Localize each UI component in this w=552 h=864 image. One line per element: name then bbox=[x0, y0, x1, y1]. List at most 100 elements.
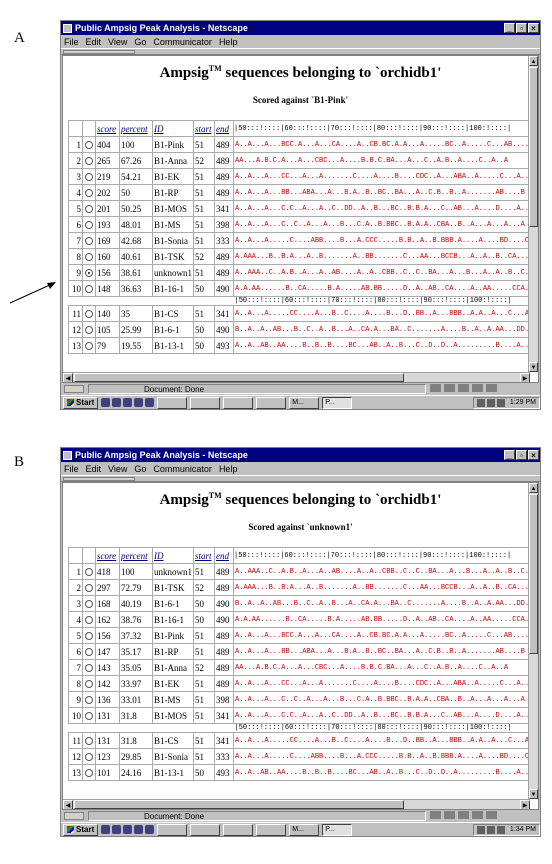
scroll-down-arrow-icon[interactable]: ▼ bbox=[529, 362, 538, 372]
close-button[interactable]: × bbox=[528, 23, 539, 33]
taskbar-blank-button[interactable] bbox=[157, 396, 188, 409]
scheduler-icon[interactable] bbox=[496, 825, 505, 834]
column-header-start[interactable]: start bbox=[193, 120, 215, 137]
column-header-score[interactable]: score bbox=[95, 120, 120, 137]
horizontal-scroll-thumb[interactable] bbox=[74, 800, 404, 809]
select-radio[interactable] bbox=[85, 769, 93, 778]
scroll-up-arrow-icon[interactable]: ▲ bbox=[529, 483, 538, 493]
horizontal-scrollbar[interactable]: ◀ ▶ bbox=[63, 372, 530, 382]
select-radio[interactable] bbox=[85, 205, 93, 214]
column-header-id[interactable]: ID bbox=[152, 120, 194, 137]
news-icon[interactable] bbox=[458, 811, 469, 819]
title-bar[interactable]: Public Ampsig Peak Analysis - Netscape _ ▫… bbox=[61, 448, 540, 462]
ie-icon[interactable] bbox=[101, 398, 111, 407]
column-header-start[interactable]: start bbox=[193, 547, 215, 564]
conference-icon[interactable] bbox=[486, 811, 497, 819]
scroll-left-arrow-icon[interactable]: ◀ bbox=[63, 373, 73, 382]
taskbar-blank-button[interactable] bbox=[256, 396, 287, 409]
scroll-down-arrow-icon[interactable]: ▼ bbox=[529, 789, 538, 799]
taskbar-button-m[interactable]: M... bbox=[289, 396, 320, 409]
horizontal-scrollbar[interactable]: ◀ ▶ bbox=[63, 799, 530, 809]
maximize-button[interactable]: ▫ bbox=[516, 450, 527, 460]
scroll-right-arrow-icon[interactable]: ▶ bbox=[520, 800, 530, 809]
column-header-percent[interactable]: percent bbox=[119, 120, 153, 137]
taskbar-blank-button[interactable] bbox=[157, 823, 188, 836]
vertical-scroll-thumb[interactable] bbox=[529, 494, 538, 654]
scroll-up-arrow-icon[interactable]: ▲ bbox=[529, 56, 538, 66]
taskbar-blank-button[interactable] bbox=[190, 396, 221, 409]
column-header-score[interactable]: score bbox=[95, 547, 120, 564]
channels-icon[interactable] bbox=[145, 398, 155, 407]
select-radio[interactable] bbox=[85, 285, 93, 294]
desktop-icon[interactable] bbox=[123, 398, 133, 407]
select-radio[interactable] bbox=[85, 253, 93, 262]
menu-edit[interactable]: Edit bbox=[85, 463, 102, 474]
select-radio[interactable] bbox=[85, 712, 93, 721]
select-radio[interactable] bbox=[85, 310, 93, 319]
menu-edit[interactable]: Edit bbox=[85, 36, 102, 47]
taskbar-blank-button[interactable] bbox=[256, 823, 287, 836]
column-header-end[interactable]: end bbox=[214, 547, 234, 564]
select-radio[interactable] bbox=[85, 648, 93, 657]
menu-view[interactable]: View bbox=[108, 463, 128, 474]
select-radio[interactable] bbox=[85, 696, 93, 705]
menu-go[interactable]: Go bbox=[134, 36, 147, 47]
select-radio[interactable] bbox=[85, 342, 93, 351]
menu-help[interactable]: Help bbox=[218, 36, 238, 47]
select-radio[interactable] bbox=[85, 141, 93, 150]
select-radio[interactable] bbox=[85, 753, 93, 762]
menu-communicator[interactable]: Communicator bbox=[153, 463, 212, 474]
horizontal-scroll-thumb[interactable] bbox=[74, 373, 404, 382]
maximize-button[interactable]: ▫ bbox=[516, 23, 527, 33]
select-radio[interactable] bbox=[85, 237, 93, 246]
scheduler-icon[interactable] bbox=[496, 398, 505, 407]
taskbar-button-p[interactable]: P... bbox=[322, 396, 353, 409]
conference-icon[interactable] bbox=[486, 384, 497, 392]
outlook-icon[interactable] bbox=[112, 398, 122, 407]
select-radio[interactable] bbox=[85, 737, 93, 746]
select-radio[interactable] bbox=[85, 269, 93, 278]
vertical-scroll-thumb[interactable] bbox=[529, 67, 538, 227]
collapsed-toolbar[interactable] bbox=[61, 48, 540, 55]
select-radio[interactable] bbox=[85, 157, 93, 166]
security-icon[interactable] bbox=[64, 812, 84, 820]
mail-icon[interactable] bbox=[444, 811, 455, 819]
menu-view[interactable]: View bbox=[108, 36, 128, 47]
ie-icon[interactable] bbox=[101, 825, 111, 834]
collapsed-toolbar[interactable] bbox=[61, 475, 540, 482]
volume-icon[interactable] bbox=[486, 825, 495, 834]
network-icon[interactable] bbox=[476, 398, 485, 407]
select-radio[interactable] bbox=[85, 680, 93, 689]
select-radio[interactable] bbox=[85, 221, 93, 230]
menu-file[interactable]: File bbox=[64, 36, 79, 47]
start-button[interactable]: Start bbox=[63, 396, 99, 409]
minimize-button[interactable]: _ bbox=[504, 23, 515, 33]
select-radio[interactable] bbox=[85, 189, 93, 198]
column-header-percent[interactable]: percent bbox=[119, 547, 153, 564]
toolbar-grip[interactable] bbox=[63, 50, 135, 54]
minimize-button[interactable]: _ bbox=[504, 450, 515, 460]
composer-icon[interactable] bbox=[472, 811, 483, 819]
taskbar-blank-button[interactable] bbox=[223, 396, 254, 409]
column-header-end[interactable]: end bbox=[214, 120, 234, 137]
news-icon[interactable] bbox=[458, 384, 469, 392]
navigator-icon[interactable] bbox=[430, 811, 441, 819]
navigator-icon[interactable] bbox=[430, 384, 441, 392]
scroll-left-arrow-icon[interactable]: ◀ bbox=[63, 800, 73, 809]
close-button[interactable]: × bbox=[528, 450, 539, 460]
volume-icon[interactable] bbox=[486, 398, 495, 407]
menu-help[interactable]: Help bbox=[218, 463, 238, 474]
menu-communicator[interactable]: Communicator bbox=[153, 36, 212, 47]
composer-icon[interactable] bbox=[472, 384, 483, 392]
column-header-id[interactable]: ID bbox=[152, 547, 194, 564]
scroll-right-arrow-icon[interactable]: ▶ bbox=[520, 373, 530, 382]
menu-go[interactable]: Go bbox=[134, 463, 147, 474]
vertical-scrollbar[interactable]: ▲ ▼ bbox=[528, 483, 538, 799]
netscape-launch-icon[interactable] bbox=[134, 398, 144, 407]
channels-icon[interactable] bbox=[145, 825, 155, 834]
select-radio[interactable] bbox=[85, 632, 93, 641]
select-radio[interactable] bbox=[85, 173, 93, 182]
select-radio[interactable] bbox=[85, 616, 93, 625]
title-bar[interactable]: Public Ampsig Peak Analysis - Netscape _ ▫… bbox=[61, 21, 540, 35]
select-radio[interactable] bbox=[85, 664, 93, 673]
